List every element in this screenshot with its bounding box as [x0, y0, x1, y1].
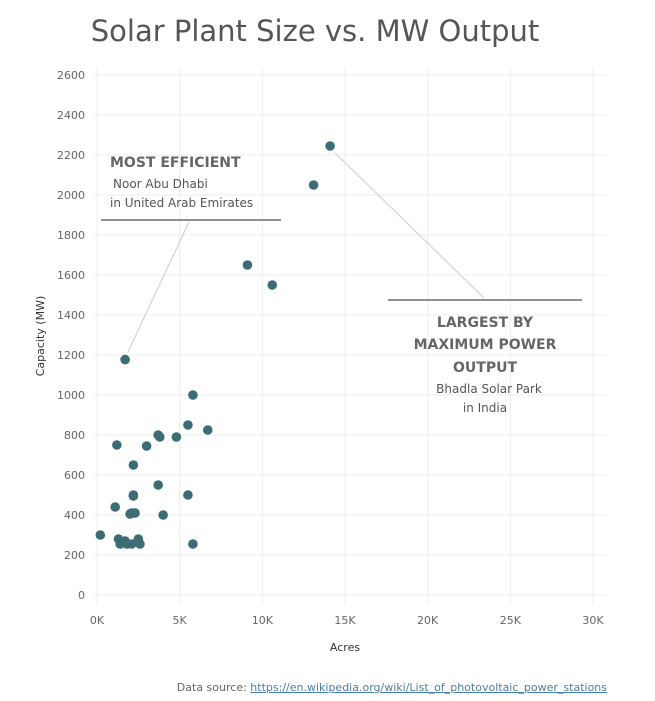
data-point[interactable] [188, 390, 198, 400]
data-point[interactable] [183, 490, 193, 500]
annotation-2-heading-2: MAXIMUM POWER [414, 337, 557, 353]
y-tick-label: 1200 [57, 349, 85, 362]
data-point[interactable] [128, 460, 139, 470]
y-tick-label: 1400 [57, 309, 85, 322]
data-point[interactable] [95, 530, 106, 540]
y-tick-label: 1600 [57, 269, 85, 282]
annotation-1-heading: MOST EFFICIENT [110, 155, 241, 171]
y-tick-label: 2200 [57, 149, 85, 162]
data-point[interactable] [155, 432, 165, 442]
y-axis-ticks: 0 200 400 600 800 1000 1200 1400 1600 1800 2000 220… [57, 69, 85, 602]
data-point[interactable] [308, 180, 319, 190]
annotations: MOST EFFICIENT Noor Abu Dhabi in United … [101, 152, 582, 415]
x-tick-label: 20K [417, 614, 439, 627]
data-point[interactable] [126, 539, 137, 549]
data-point[interactable] [115, 539, 125, 549]
data-point[interactable] [202, 425, 213, 435]
annotation-2-line-2: in India [463, 401, 507, 415]
x-axis-title: Acres [330, 641, 360, 654]
annotation-2-heading-3: OUTPUT [453, 360, 517, 376]
data-point[interactable] [128, 491, 139, 501]
x-tick-label: 15K [334, 614, 356, 627]
data-point[interactable] [158, 510, 168, 520]
annotation-2-leader [334, 152, 485, 299]
data-point[interactable] [130, 508, 140, 518]
data-point[interactable] [325, 141, 335, 151]
data-point[interactable] [242, 260, 253, 270]
x-tick-label: 30K [582, 614, 604, 627]
x-tick-label: 0K [90, 614, 105, 627]
y-tick-label: 600 [64, 469, 85, 482]
data-point[interactable] [153, 480, 163, 490]
annotation-1-line-2: in United Arab Emirates [110, 196, 253, 210]
data-point[interactable] [267, 280, 278, 290]
data-source: Data source: https://en.wikipedia.org/wi… [177, 681, 607, 694]
y-tick-label: 2400 [57, 109, 85, 122]
x-tick-label: 5K [173, 614, 188, 627]
data-point[interactable] [120, 354, 130, 365]
x-tick-label: 10K [252, 614, 274, 627]
y-tick-label: 200 [64, 549, 85, 562]
data-point[interactable] [110, 502, 120, 512]
annotation-2-heading-1: LARGEST BY [437, 315, 534, 331]
x-axis-ticks: 0K 5K 10K 15K 20K 25K 30K [90, 614, 604, 627]
data-source-label: Data source: [176, 681, 251, 694]
y-tick-label: 0 [78, 589, 85, 602]
x-tick-label: 25K [500, 614, 522, 627]
data-point[interactable] [135, 539, 145, 549]
data-point[interactable] [188, 539, 198, 549]
y-axis-title: Capacity (MW) [34, 296, 47, 377]
y-tick-label: 400 [64, 509, 85, 522]
data-point[interactable] [112, 440, 122, 450]
data-point[interactable] [171, 432, 182, 442]
annotation-1-line-1: Noor Abu Dhabi [113, 177, 208, 191]
data-points [95, 141, 335, 549]
y-tick-label: 800 [64, 429, 85, 442]
y-tick-label: 2600 [57, 69, 85, 82]
y-tick-label: 2000 [57, 189, 85, 202]
data-point[interactable] [141, 441, 152, 451]
grid [93, 67, 604, 605]
annotation-1-leader [127, 221, 190, 352]
y-tick-label: 1000 [57, 389, 85, 402]
data-point[interactable] [183, 420, 193, 430]
data-source-link[interactable]: https://en.wikipedia.org/wiki/List_of_ph… [250, 681, 607, 694]
chart-title: Solar Plant Size vs. MW Output [90, 14, 540, 48]
y-tick-label: 1800 [57, 229, 85, 242]
annotation-2-line-1: Bhadla Solar Park [436, 382, 542, 396]
